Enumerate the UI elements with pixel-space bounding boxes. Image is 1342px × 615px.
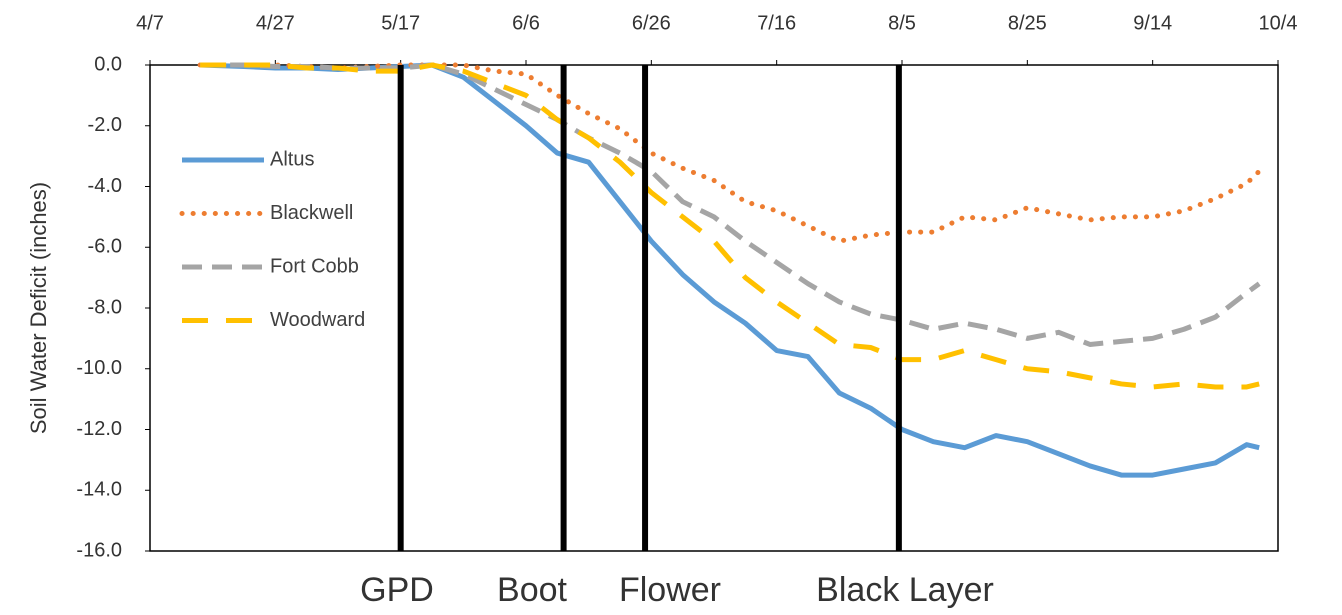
series-line xyxy=(200,62,1261,347)
y-tick-label: -8.0 xyxy=(88,296,122,318)
stage-label: Black Layer xyxy=(816,571,994,609)
x-tick-label: 8/25 xyxy=(1008,12,1047,34)
x-tick-label: 6/26 xyxy=(632,12,671,34)
x-tick-label: 8/5 xyxy=(888,12,916,34)
y-tick-label: -10.0 xyxy=(76,357,122,379)
x-tick-label: 9/14 xyxy=(1133,12,1172,34)
x-tick-label: 6/6 xyxy=(512,12,540,34)
y-tick-label: -2.0 xyxy=(88,114,122,136)
x-tick-label: 7/16 xyxy=(757,12,796,34)
y-tick-label: -16.0 xyxy=(76,539,122,561)
legend-label: Fort Cobb xyxy=(270,255,359,277)
x-tick-label: 10/4 xyxy=(1259,12,1298,34)
y-tick-label: -12.0 xyxy=(76,418,122,440)
x-tick-label: 4/27 xyxy=(256,12,295,34)
series-line xyxy=(200,62,1260,390)
y-tick-label: -6.0 xyxy=(88,236,122,258)
series-line xyxy=(200,62,1260,478)
legend-label: Woodward xyxy=(270,309,365,331)
series-line xyxy=(197,62,1262,244)
y-tick-label: -14.0 xyxy=(76,479,122,501)
stage-label: Boot xyxy=(497,571,567,609)
legend-label: Altus xyxy=(270,148,314,170)
y-axis-title: Soil Water Deficit (inches) xyxy=(26,182,51,434)
x-tick-label: 4/7 xyxy=(136,12,164,34)
legend-label: Blackwell xyxy=(270,202,353,224)
y-tick-label: -4.0 xyxy=(88,175,122,197)
y-tick-label: 0.0 xyxy=(94,53,122,75)
x-tick-label: 5/17 xyxy=(381,12,420,34)
stage-label: GPD xyxy=(360,571,434,609)
stage-label: Flower xyxy=(619,571,721,609)
